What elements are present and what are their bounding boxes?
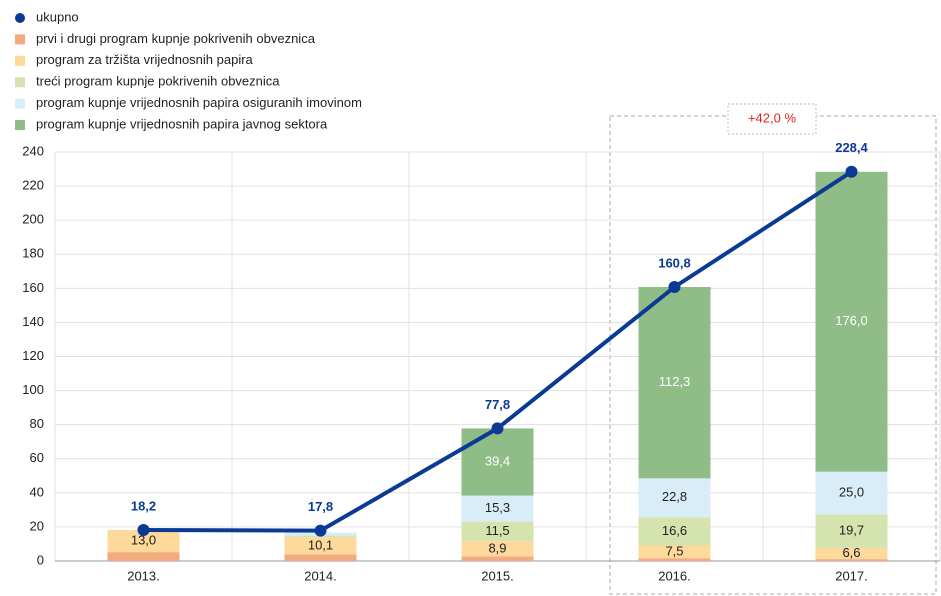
data-label: 39,4 bbox=[485, 453, 510, 468]
bar-segment bbox=[638, 286, 711, 479]
legend-marker bbox=[15, 120, 25, 130]
data-label: 176,0 bbox=[835, 313, 868, 328]
legend-marker bbox=[15, 98, 25, 109]
bar-segment bbox=[461, 541, 534, 557]
x-tick-label: 2015. bbox=[481, 568, 514, 583]
bar-segment bbox=[638, 545, 711, 559]
data-label: 13,0 bbox=[131, 532, 156, 547]
data-label: 8,9 bbox=[488, 540, 506, 555]
bar-segment bbox=[815, 514, 888, 548]
annotation-box bbox=[727, 103, 817, 135]
bar-segment bbox=[815, 471, 888, 515]
y-tick-label: 120 bbox=[22, 348, 44, 363]
bar-segment bbox=[107, 529, 180, 553]
legend-label: program kupnje vrijednosnih papira osigu… bbox=[36, 95, 362, 110]
y-tick-label: 140 bbox=[22, 314, 44, 329]
data-label: 112,3 bbox=[659, 374, 691, 389]
bar-segment bbox=[284, 554, 357, 561]
data-label: 22,8 bbox=[662, 489, 687, 504]
y-tick-label: 80 bbox=[30, 416, 44, 431]
legend-label: ukupno bbox=[36, 9, 79, 24]
data-label: 11,5 bbox=[485, 523, 509, 538]
total-point bbox=[137, 523, 150, 536]
y-tick-label: 20 bbox=[30, 518, 44, 533]
data-label: 19,7 bbox=[839, 523, 864, 538]
total-point bbox=[668, 280, 681, 293]
bar-segment bbox=[284, 537, 357, 555]
total-label: 160,8 bbox=[658, 255, 691, 270]
y-tick-label: 240 bbox=[22, 143, 44, 158]
legend-marker bbox=[15, 34, 25, 45]
total-label: 17,8 bbox=[308, 499, 333, 514]
y-tick-label: 200 bbox=[22, 212, 44, 227]
data-label: 6,6 bbox=[842, 545, 860, 560]
y-tick-label: 0 bbox=[37, 552, 44, 567]
x-tick-label: 2014. bbox=[304, 568, 337, 583]
legend-label: program za tržišta vrijednosnih papira bbox=[36, 52, 254, 67]
total-label: 228,4 bbox=[835, 140, 868, 155]
data-label: 10,1 bbox=[308, 537, 333, 552]
annotation: +42,0 % bbox=[748, 110, 797, 125]
legend-label: treći program kupnje pokrivenih obveznic… bbox=[36, 74, 280, 89]
data-label: 16,6 bbox=[662, 523, 687, 538]
total-label: 77,8 bbox=[485, 397, 510, 412]
data-label: 15,3 bbox=[485, 500, 510, 515]
legend-marker bbox=[15, 55, 25, 66]
bar-segment bbox=[461, 428, 534, 496]
y-tick-label: 160 bbox=[22, 280, 44, 295]
data-label: 7,5 bbox=[665, 543, 683, 558]
bar-segment bbox=[815, 547, 888, 560]
y-tick-label: 180 bbox=[22, 246, 44, 261]
total-label: 18,2 bbox=[131, 498, 156, 513]
x-tick-label: 2016. bbox=[658, 568, 691, 583]
bar-segment bbox=[638, 478, 711, 518]
bar-segment bbox=[461, 495, 534, 522]
bar-segment bbox=[107, 552, 180, 561]
legend-label: prvi i drugi program kupnje pokrivenih o… bbox=[36, 31, 316, 46]
total-point bbox=[314, 524, 327, 537]
legend-label: program kupnje vrijednosnih papira javno… bbox=[36, 116, 328, 131]
bar-segment bbox=[638, 517, 711, 546]
x-tick-label: 2013. bbox=[127, 568, 160, 583]
bar-segment bbox=[461, 521, 534, 542]
y-tick-label: 60 bbox=[30, 450, 44, 465]
bar-segment bbox=[461, 556, 534, 561]
legend-marker bbox=[15, 13, 25, 23]
y-tick-label: 100 bbox=[22, 382, 44, 397]
bar-segment bbox=[638, 558, 711, 561]
data-label: 25,0 bbox=[839, 484, 864, 499]
bar-segment bbox=[815, 171, 888, 472]
x-tick-label: 2017. bbox=[835, 568, 868, 583]
y-tick-label: 40 bbox=[30, 484, 44, 499]
total-point bbox=[491, 422, 504, 435]
total-point bbox=[845, 165, 858, 178]
y-tick-label: 220 bbox=[22, 178, 44, 193]
bar-segment bbox=[815, 559, 888, 561]
legend-marker bbox=[15, 77, 25, 88]
